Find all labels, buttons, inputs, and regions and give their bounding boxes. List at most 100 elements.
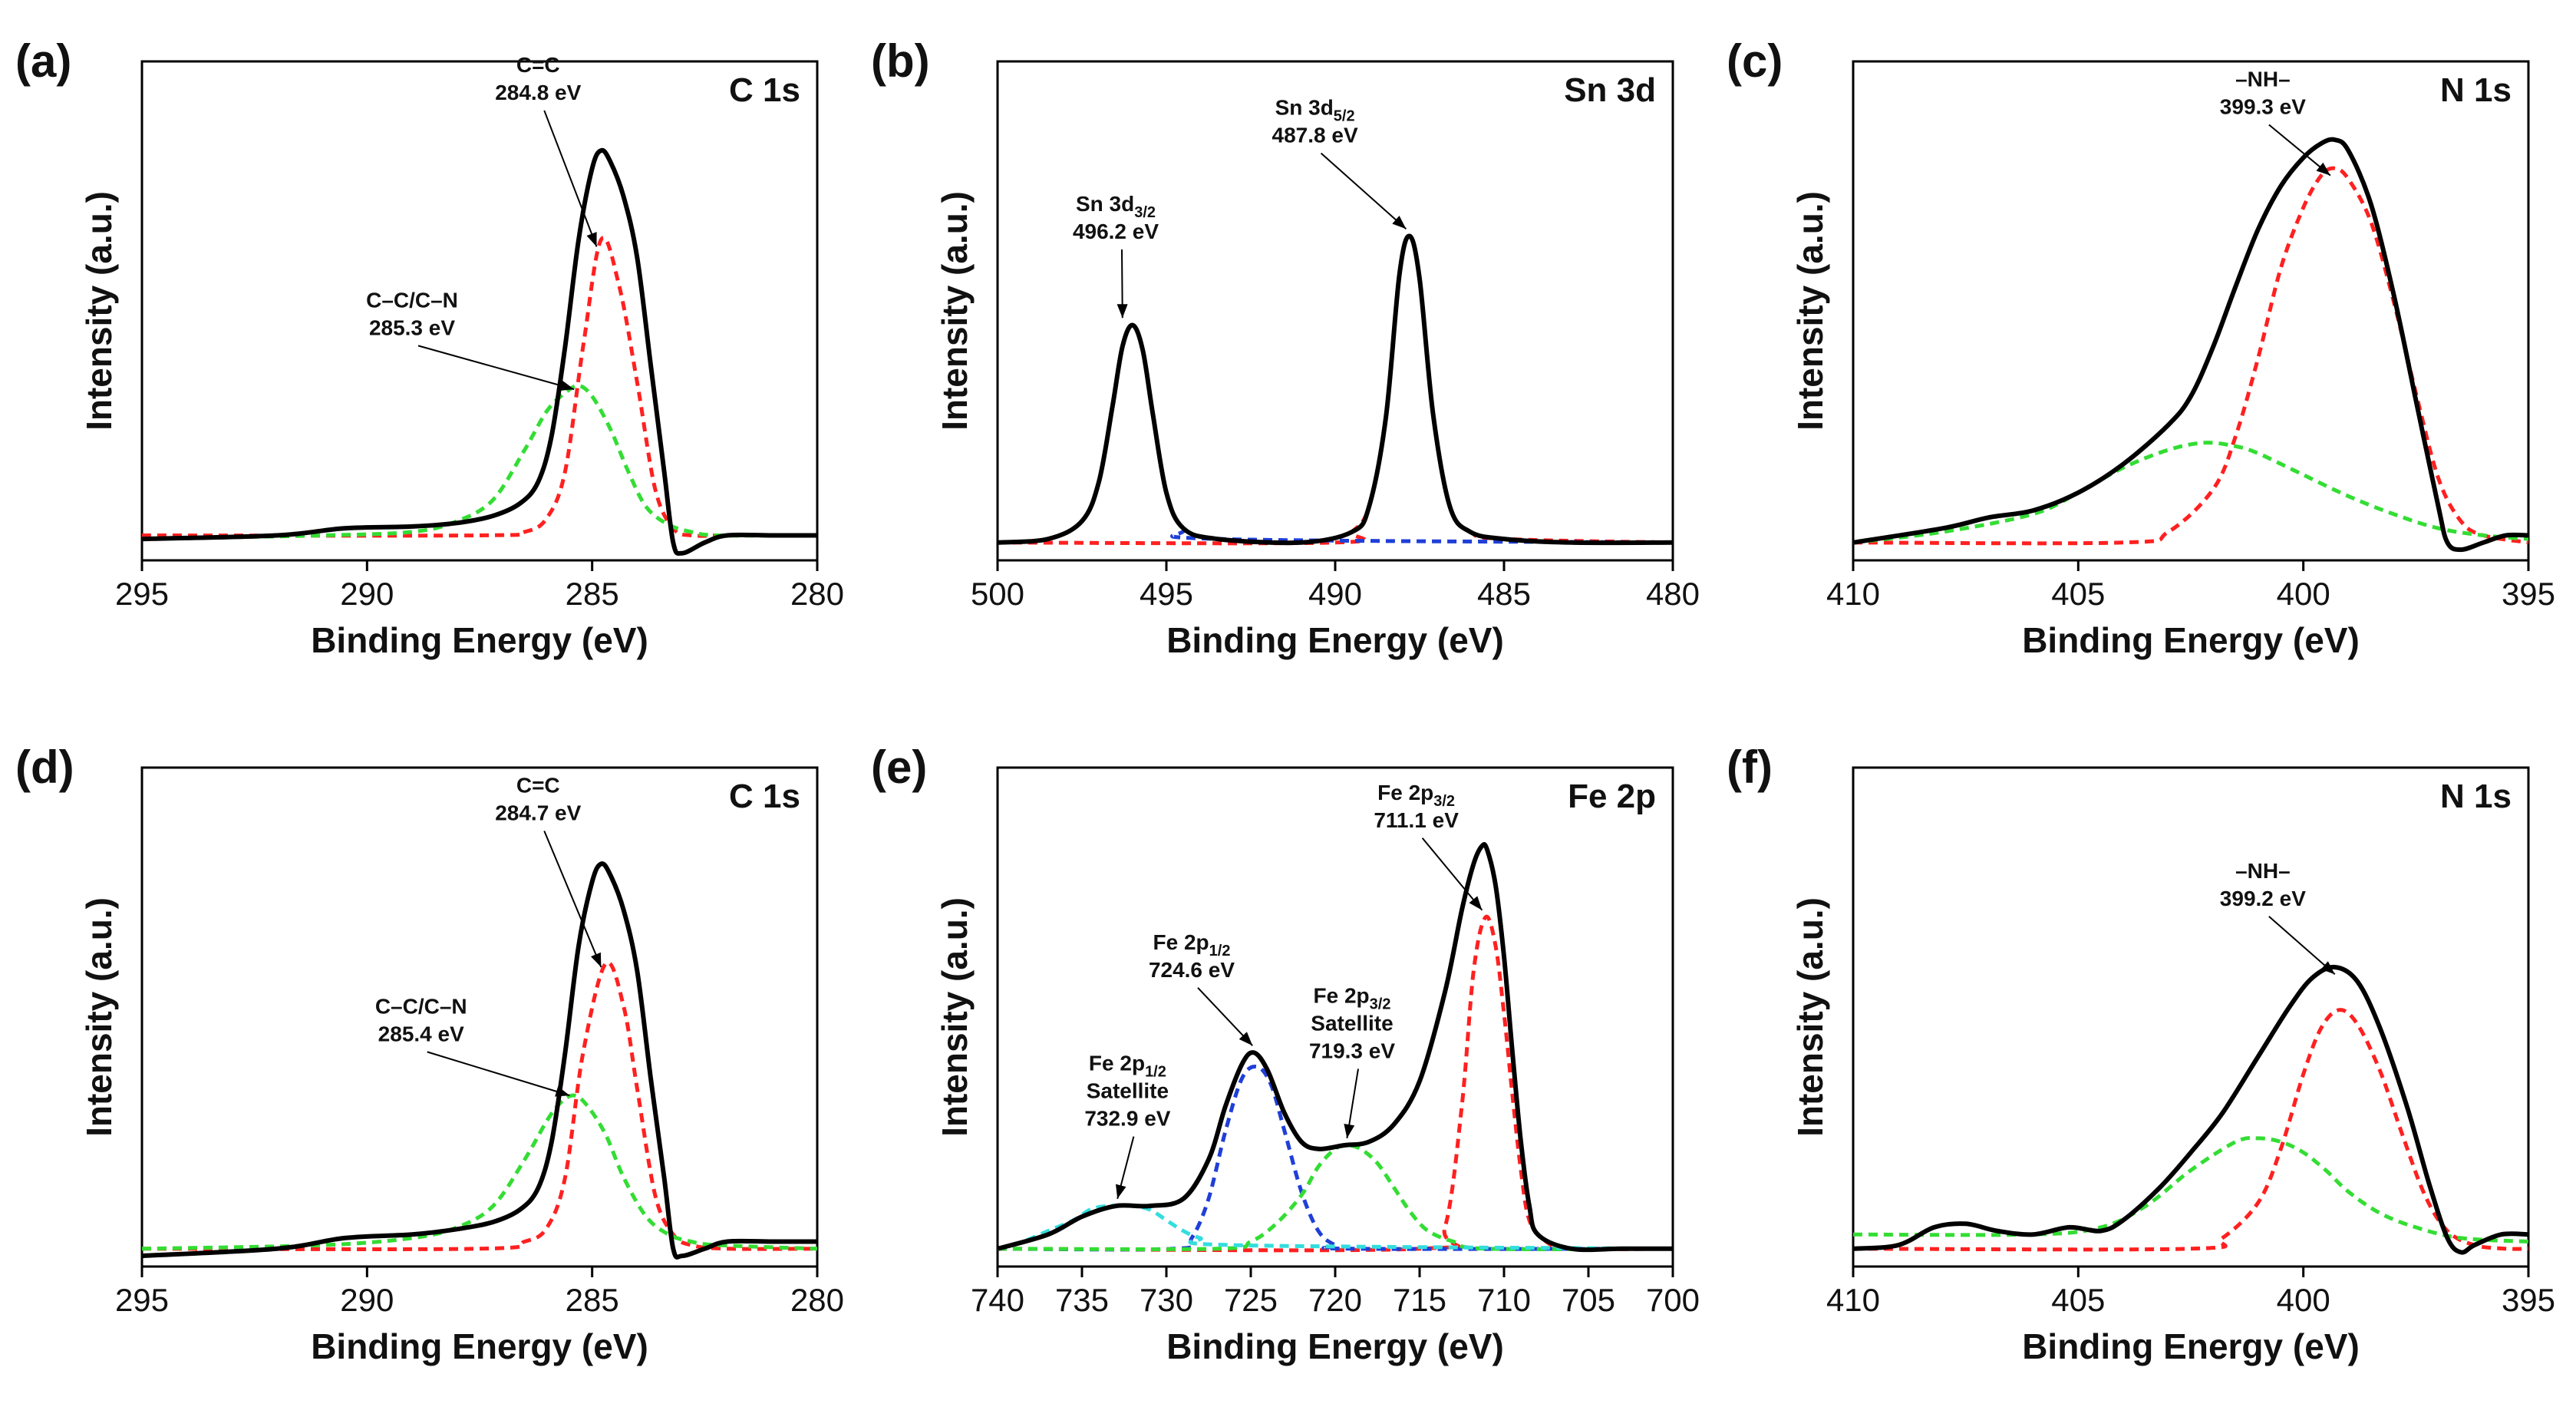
x-tick-label: 730 bbox=[1140, 1282, 1193, 1318]
x-tick-label: 400 bbox=[2277, 1282, 2330, 1318]
y-axis-label: Intensity (a.u.) bbox=[79, 191, 119, 431]
peak-annotation: C–C/C–N 285.3 eV bbox=[366, 288, 575, 391]
arrow-head bbox=[1239, 1032, 1253, 1046]
element-label: Sn 3d bbox=[1564, 71, 1656, 109]
annotation-line: –NH– bbox=[2235, 859, 2291, 883]
x-axis-label: Binding Energy (eV) bbox=[2022, 1326, 2360, 1366]
x-tick-label: 285 bbox=[566, 576, 619, 612]
annotation-line: 719.3 eV bbox=[1309, 1039, 1395, 1062]
annotation-line: Fe 2p3/2 bbox=[1314, 983, 1391, 1012]
annotation-line: Fe 2p3/2 bbox=[1377, 781, 1455, 810]
panel-c: 410 405 400 395 Binding Energy (eV) Intensity… bbox=[1727, 35, 2555, 660]
arrow-head bbox=[555, 1086, 570, 1097]
annotation-arrow bbox=[427, 1051, 570, 1097]
peak-annotation: –NH– 399.3 eV bbox=[2220, 68, 2331, 177]
peak-annotation: C=C 284.8 eV bbox=[495, 53, 598, 247]
annotation-line: 284.8 eV bbox=[495, 81, 581, 104]
annotation-line: Satellite bbox=[1311, 1011, 1393, 1035]
x-tick-label: 410 bbox=[1826, 1282, 1880, 1318]
arrow-head bbox=[559, 380, 575, 391]
y-axis-label: Intensity (a.u.) bbox=[1790, 897, 1830, 1137]
panel-label: (f) bbox=[1727, 741, 1773, 793]
annotation-line: C–C/C–N bbox=[366, 288, 458, 312]
series-line-raw bbox=[141, 147, 817, 557]
series-line-fe-2p3-2-satellite bbox=[997, 1143, 1674, 1251]
x-tick-label: 485 bbox=[1477, 576, 1531, 612]
peak-annotation: C=C 284.7 eV bbox=[495, 774, 602, 968]
annotation-arrow bbox=[417, 345, 575, 391]
annotation-line: –NH– bbox=[2235, 68, 2291, 91]
annotation-arrow bbox=[2268, 916, 2336, 976]
series-line-c-c-c-n bbox=[141, 1093, 818, 1251]
x-tick-label: 495 bbox=[1140, 576, 1193, 612]
x-tick-label: 280 bbox=[790, 576, 844, 612]
annotation-line: 284.7 eV bbox=[495, 801, 581, 825]
x-tick-label: 395 bbox=[2502, 576, 2555, 612]
annotation-line: 399.2 eV bbox=[2220, 887, 2306, 910]
plot-frame bbox=[140, 766, 819, 1268]
panel-f: 410 405 400 395 Binding Energy (eV) Intensity… bbox=[1727, 741, 2555, 1366]
x-axis-label: Binding Energy (eV) bbox=[311, 620, 648, 660]
series-line-sn-3d3-2 bbox=[997, 323, 1674, 545]
x-tick-label: 290 bbox=[340, 576, 394, 612]
y-axis-label: Intensity (a.u.) bbox=[1790, 191, 1830, 431]
annotation-line: Satellite bbox=[1087, 1079, 1169, 1103]
series-line-raw bbox=[141, 861, 817, 1260]
arrow-head bbox=[2320, 961, 2335, 975]
panel-label: (a) bbox=[15, 35, 71, 87]
annotation-line: 487.8 eV bbox=[1272, 124, 1358, 147]
x-tick-label: 285 bbox=[566, 1282, 619, 1318]
series-line--nh- bbox=[1852, 166, 2529, 546]
panel-e: 740 735 730 725 720 715 710 705 700 Binding Energ… bbox=[871, 741, 1700, 1366]
panel-label: (d) bbox=[15, 741, 74, 793]
x-tick-label: 705 bbox=[1562, 1282, 1615, 1318]
panel-label: (c) bbox=[1727, 35, 1783, 87]
series-line-c-c bbox=[141, 236, 817, 538]
panel-d: 295 290 285 280 Binding Energy (eV) Intensity… bbox=[15, 741, 844, 1366]
annotation-arrow bbox=[543, 831, 602, 968]
arrow-head bbox=[1116, 1184, 1126, 1199]
annotation-arrow bbox=[1421, 837, 1483, 911]
plot-frame bbox=[140, 60, 819, 562]
element-label: C 1s bbox=[729, 778, 800, 815]
element-label: N 1s bbox=[2440, 778, 2512, 815]
x-tick-label: 395 bbox=[2502, 1282, 2555, 1318]
plot-frame bbox=[1852, 60, 2530, 562]
x-tick-label: 405 bbox=[2051, 1282, 2105, 1318]
annotation-line: Sn 3d3/2 bbox=[1076, 192, 1156, 221]
x-tick-label: 735 bbox=[1055, 1282, 1109, 1318]
arrow-head bbox=[2316, 162, 2330, 176]
x-tick-label: 405 bbox=[2051, 576, 2105, 612]
x-tick-label: 290 bbox=[340, 1282, 394, 1318]
peak-annotation: C–C/C–N 285.4 eV bbox=[375, 994, 570, 1097]
x-tick-label: 480 bbox=[1646, 576, 1700, 612]
x-tick-label: 700 bbox=[1646, 1282, 1700, 1318]
panel-label: (e) bbox=[871, 741, 927, 793]
annotation-line: 496.2 eV bbox=[1073, 220, 1159, 243]
annotation-line: C–C/C–N bbox=[375, 994, 467, 1018]
element-label: C 1s bbox=[729, 71, 800, 109]
annotation-line: Sn 3d5/2 bbox=[1275, 96, 1355, 125]
annotation-line: 711.1 eV bbox=[1374, 808, 1459, 832]
arrow-head bbox=[1344, 1124, 1355, 1138]
arrow-head bbox=[586, 232, 597, 247]
x-axis-label: Binding Energy (eV) bbox=[1166, 1326, 1504, 1366]
y-axis-label: Intensity (a.u.) bbox=[935, 897, 975, 1137]
y-axis-label: Intensity (a.u.) bbox=[935, 191, 975, 431]
x-tick-label: 720 bbox=[1308, 1282, 1362, 1318]
arrow-head bbox=[1116, 304, 1128, 319]
series-line-raw bbox=[1852, 137, 2529, 553]
arrow-head bbox=[1469, 896, 1483, 910]
annotation-arrow bbox=[1320, 152, 1407, 230]
x-axis-label: Binding Energy (eV) bbox=[311, 1326, 648, 1366]
x-tick-label: 490 bbox=[1308, 576, 1362, 612]
x-tick-label: 295 bbox=[115, 1282, 169, 1318]
panel-label: (b) bbox=[871, 35, 930, 87]
arrow-head bbox=[1392, 216, 1407, 230]
